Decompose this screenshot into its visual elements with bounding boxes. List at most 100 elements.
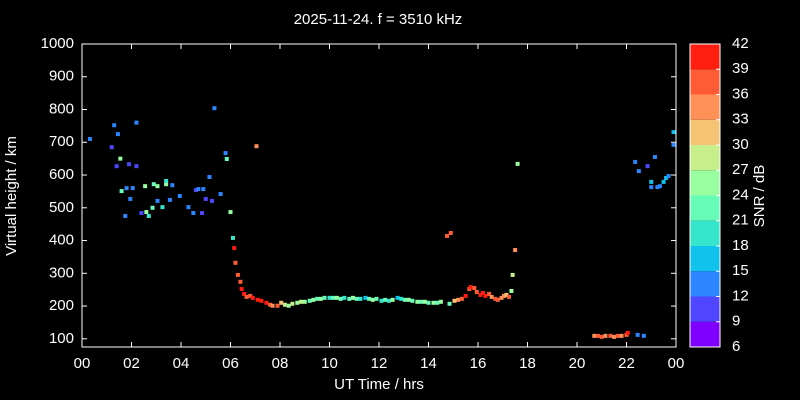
data-point [499,295,504,300]
colorbar-tick-label: 18 [732,237,749,254]
colorbar-tick-label: 21 [732,212,749,229]
data-point [143,184,148,189]
data-point [671,130,676,135]
data-point [218,192,223,197]
data-point [603,333,608,338]
data-point [635,332,640,337]
y-tick-label: 600 [49,166,74,183]
data-point [230,235,235,240]
data-point [282,302,287,307]
data-point [186,205,191,210]
data-point [268,302,273,307]
data-point [463,293,468,298]
data-point [250,295,255,300]
data-point [395,295,400,300]
plot-frame [81,43,677,348]
data-point [207,174,212,179]
colorbar-tick-label: 27 [732,161,749,178]
data-point [307,298,312,303]
y-tick-label: 1000 [41,35,74,52]
y-tick-label: 200 [49,297,74,314]
colorbar-band [690,119,720,145]
y-axis-label: Virtual height / km [3,136,20,256]
data-point [212,106,217,111]
colorbar-band [690,195,720,221]
data-point [255,297,260,302]
data-point [625,330,630,335]
data-point [295,300,300,305]
data-point [386,298,391,303]
data-point [415,299,420,304]
data-point [636,169,641,174]
data-point [264,300,269,305]
data-point [474,289,479,294]
x-tick-label: 08 [272,355,289,372]
data-point [501,293,506,298]
data-point [612,334,617,339]
data-point [146,213,151,218]
y-tick-label: 100 [49,330,74,347]
data-point [633,159,638,164]
x-tick-label: 12 [371,355,388,372]
colorbar-tick-label: 30 [732,136,749,153]
data-point [331,295,336,300]
data-point [286,303,291,308]
data-point [196,187,201,192]
data-point [480,290,485,295]
colorbar-tick-label: 33 [732,111,749,128]
data-point [468,285,473,290]
data-point [112,123,117,128]
data-point [422,299,427,304]
x-tick-label: 20 [569,355,586,372]
data-point [242,291,247,296]
data-point [203,196,208,201]
colorbar-tick-label: 39 [732,60,749,77]
data-point [459,296,464,301]
data-point [87,136,92,141]
data-point [487,291,492,296]
colorbar-tick-label: 42 [732,35,749,52]
colorbar-band [690,170,720,196]
data-point [201,187,206,192]
data-point [164,182,169,187]
data-point [509,288,514,293]
data-point [419,299,424,304]
data-point [130,186,135,191]
data-point [483,293,488,298]
data-point [233,260,238,265]
data-point [599,334,604,339]
data-point [641,333,646,338]
data-point [275,303,280,308]
data-point [244,294,249,299]
data-point [399,296,404,301]
data-point [342,295,347,300]
colorbar-band [690,271,720,297]
data-point [232,246,237,251]
data-point [270,303,275,308]
x-tick-label: 00 [668,355,685,372]
data-point [363,295,368,300]
colorbar-band [690,145,720,171]
data-point [615,333,620,338]
colorbar-tick-label: 36 [732,85,749,102]
data-point [338,296,343,301]
x-tick-label: 18 [519,355,536,372]
data-point [489,294,494,299]
data-point [239,287,244,292]
x-tick-label: 00 [74,355,91,372]
data-point [164,178,169,183]
data-point [596,333,601,338]
data-point [506,294,511,299]
data-point [351,295,356,300]
x-tick-label: 10 [321,355,338,372]
data-point [504,292,509,297]
data-point [118,156,123,161]
data-point [302,299,307,304]
data-point [119,189,124,194]
data-point [664,175,669,180]
data-point [649,179,654,184]
x-tick-label: 06 [222,355,239,372]
data-point [448,231,453,236]
y-tick-label: 400 [49,232,74,249]
